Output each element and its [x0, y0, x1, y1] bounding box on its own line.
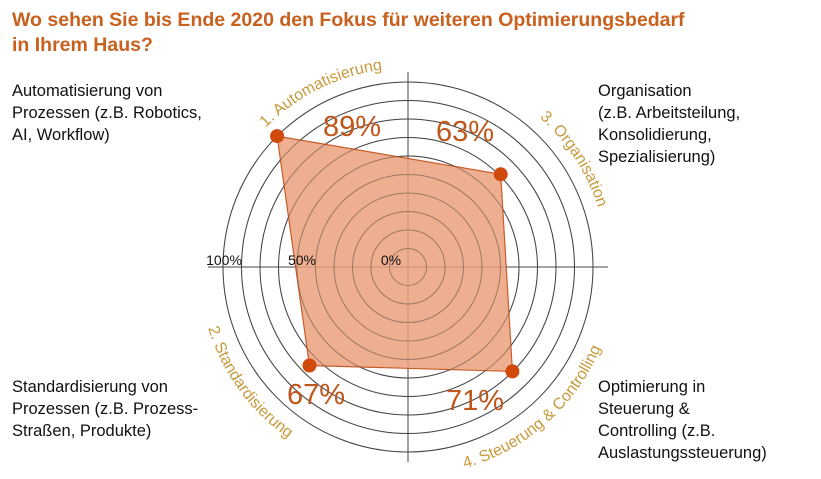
data-point-4 — [505, 364, 520, 379]
description-line: Organisation — [598, 82, 692, 100]
grid-ring-overlay — [352, 211, 464, 323]
grid-ring-overlay — [241, 100, 575, 434]
description-organisation: Organisation (z.B. Arbeitsteilung, Konso… — [598, 80, 740, 168]
description-line: Auslastungssteuerung) — [598, 444, 767, 462]
value-label-4: 71% — [446, 385, 504, 417]
value-label-2: 67% — [287, 379, 345, 411]
data-point-1 — [270, 129, 285, 144]
description-line: Spezialisierung) — [598, 148, 716, 166]
title-line-2: in Ihrem Haus? — [12, 34, 153, 56]
description-steuerung-controlling: Optimierung in Steuerung & Controlling (… — [598, 376, 767, 464]
description-line: (z.B. Arbeitsteilung, — [598, 104, 741, 122]
title-line-1: Wo sehen Sie bis Ende 2020 den Fokus für… — [12, 9, 685, 31]
scale-label: 100% — [206, 252, 242, 268]
scale-label: 0% — [381, 252, 401, 268]
description-line: Prozessen (z.B. Prozess- — [12, 400, 199, 418]
axis-label-2: 2. Standardisierung — [204, 324, 296, 442]
data-point-3 — [493, 167, 508, 182]
description-line: AI, Workflow) — [12, 126, 110, 144]
grid-ring-overlay — [389, 248, 427, 286]
description-line: Optimierung in — [598, 378, 706, 396]
grid-ring-overlay — [259, 118, 557, 416]
description-line: Prozessen (z.B. Robotics, — [12, 104, 202, 122]
grid-ring-overlay — [296, 155, 520, 379]
grid-ring-overlay — [278, 137, 538, 397]
value-label-1: 89% — [323, 111, 381, 143]
description-line: Steuerung & — [598, 400, 690, 418]
scale-label: 50% — [288, 252, 316, 268]
description-line: Automatisierung von — [12, 82, 163, 100]
grid-ring-overlay — [315, 174, 501, 360]
page-title: Wo sehen Sie bis Ende 2020 den Fokus für… — [12, 8, 812, 58]
grid-ring-overlay — [370, 229, 446, 305]
data-point-2 — [302, 358, 317, 373]
radar-markers — [270, 129, 520, 379]
description-line: Controlling (z.B. — [598, 422, 716, 440]
grid-ring-overlay — [222, 81, 594, 453]
description-standardisierung: Standardisierung von Prozessen (z.B. Pro… — [12, 376, 198, 442]
radar-area — [222, 81, 594, 453]
description-line: Straßen, Produkte) — [12, 422, 152, 440]
axis-label-3: 3. Organisation — [537, 108, 611, 209]
description-line: Standardisierung von — [12, 378, 168, 396]
description-automatisierung: Automatisierung von Prozessen (z.B. Robo… — [12, 80, 202, 146]
grid-ring-overlay — [333, 192, 483, 342]
description-line: Konsolidierung, — [598, 126, 712, 144]
value-label-3: 63% — [436, 116, 494, 148]
